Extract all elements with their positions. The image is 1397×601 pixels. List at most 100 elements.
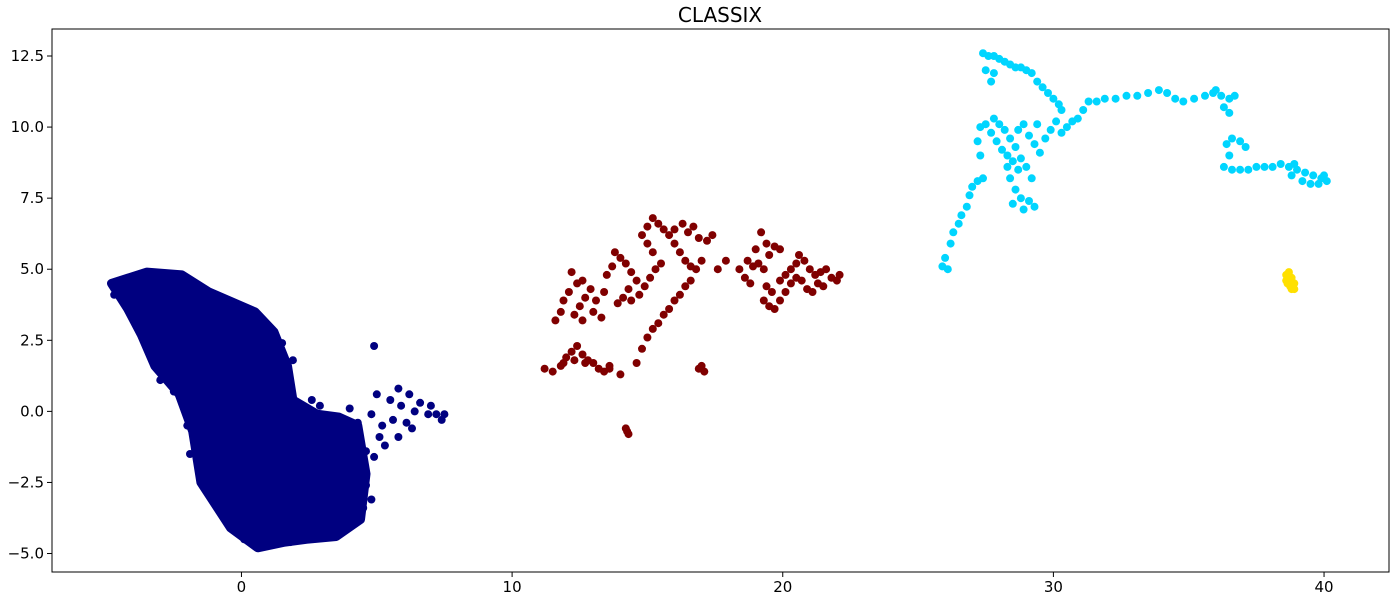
series-2-point-69 [1073,114,1082,123]
series-2 [938,49,1331,274]
series-2-point-113 [1290,160,1299,168]
series-2-point-24 [1016,194,1025,203]
series-1-point-76 [665,305,674,313]
y-tick-label: 0.0 [20,402,44,420]
series-1-point-24 [592,296,600,305]
series-1-point-59 [694,234,703,242]
series-2-point-90 [1225,108,1234,117]
series-0-point-15 [351,461,360,470]
series-0 [107,267,449,553]
y-axis: −5.0 −2.5 0.0 2.5 5.0 7.5 10.0 12.5 [8,47,52,563]
series-1-point-19 [570,310,579,319]
x-tick-label: 0 [237,578,247,596]
series-1-point-57 [684,228,692,237]
x-axis: 0 10 20 30 40 [237,572,1334,596]
series-2-point-74 [1111,94,1120,103]
y-tick-label: −2.5 [8,473,44,491]
series-1-point-90 [740,273,749,282]
series-0-point-13 [353,418,362,427]
series-0-point-2 [153,322,162,331]
series-1-point-88 [721,256,730,265]
series-1-point-118 [805,265,814,274]
series-1-point-23 [586,285,595,294]
series-2-point-110 [1320,171,1328,180]
series-2-point-87 [1230,91,1239,100]
series-1-point-29 [578,316,587,325]
series-2-point-37 [1057,128,1066,137]
series-1-point-115 [792,259,801,268]
series-2-point-81 [1179,97,1188,106]
series-1-point-111 [797,276,806,285]
series-1-point-87 [713,265,722,274]
series-1-point-114 [786,265,795,274]
series-1-point-26 [597,313,606,322]
series-0-point-33 [362,447,370,456]
series-1-point-13 [570,356,579,365]
series-0-point-34 [375,433,384,441]
series-2-point-65 [989,69,998,78]
series-1-point-32 [608,262,617,271]
series-1-point-116 [795,251,803,259]
series-2-point-22 [1006,174,1015,183]
series-1-point-104 [759,296,768,305]
series-0-point-28 [424,410,433,419]
series-1-point-25 [589,307,598,316]
series-0-point-43 [324,532,333,541]
series-2-point-63 [1057,106,1066,114]
series-0-point-16 [367,410,376,419]
series-0-point-44 [286,538,295,547]
series-2-point-59 [1038,83,1047,92]
series-1-point-128 [781,270,790,279]
series-1-point-61 [708,231,717,240]
series-2-point-4 [949,228,958,237]
series-0-point-22 [386,396,395,404]
series-1-point-67 [697,256,706,265]
series-1-point-71 [638,344,646,353]
series-2-point-42 [1011,143,1020,151]
series-1-point-70 [632,359,641,367]
series-2-point-71 [1084,97,1093,106]
series-0-point-30 [394,433,403,441]
series-1-point-75 [659,310,668,319]
series-2-point-5 [954,219,963,228]
series-0-point-17 [372,390,381,399]
series-1-point-18 [564,288,573,296]
series-2-point-96 [1219,162,1228,171]
series-3-point-11 [1290,285,1299,294]
series-0-point-18 [370,342,379,350]
series-1-point-31 [602,270,611,279]
series-1-point-16 [556,307,565,316]
series-2-point-32 [1030,140,1039,149]
series-2-point-89 [1219,103,1228,112]
series-1-point-44 [646,273,655,282]
series-1-point-41 [627,296,636,305]
series-1-point-69 [605,361,614,370]
series-1-point-77 [670,296,679,305]
series-1-point-51 [648,214,657,223]
series-0-point-25 [410,407,419,416]
series-2-point-47 [1033,120,1042,129]
series-1-point-1 [548,367,557,376]
series-1-point-39 [619,293,628,302]
plot-frame [51,28,1390,573]
series-2-point-61 [1049,94,1058,103]
series-2-point-28 [1030,202,1039,211]
series-0-point-23 [394,384,403,393]
series-2-point-23 [1011,185,1020,194]
series-2-point-60 [1044,89,1052,97]
series-2-point-91 [1222,140,1231,149]
series-2-point-70 [1079,106,1088,114]
series-0-point-27 [416,398,425,407]
series-0-point-48 [188,401,197,410]
series-2-point-1 [941,253,950,262]
series-0-point-14 [343,441,351,450]
series-2-point-103 [1276,160,1285,168]
y-tick-label: 7.5 [20,189,44,207]
series-1-point-83 [694,364,703,373]
series-2-point-18 [998,145,1006,154]
series-2-point-44 [1022,162,1031,171]
series-0-point-39 [362,481,370,490]
series-2-point-11 [979,174,987,183]
series-0-point-12 [345,404,354,413]
